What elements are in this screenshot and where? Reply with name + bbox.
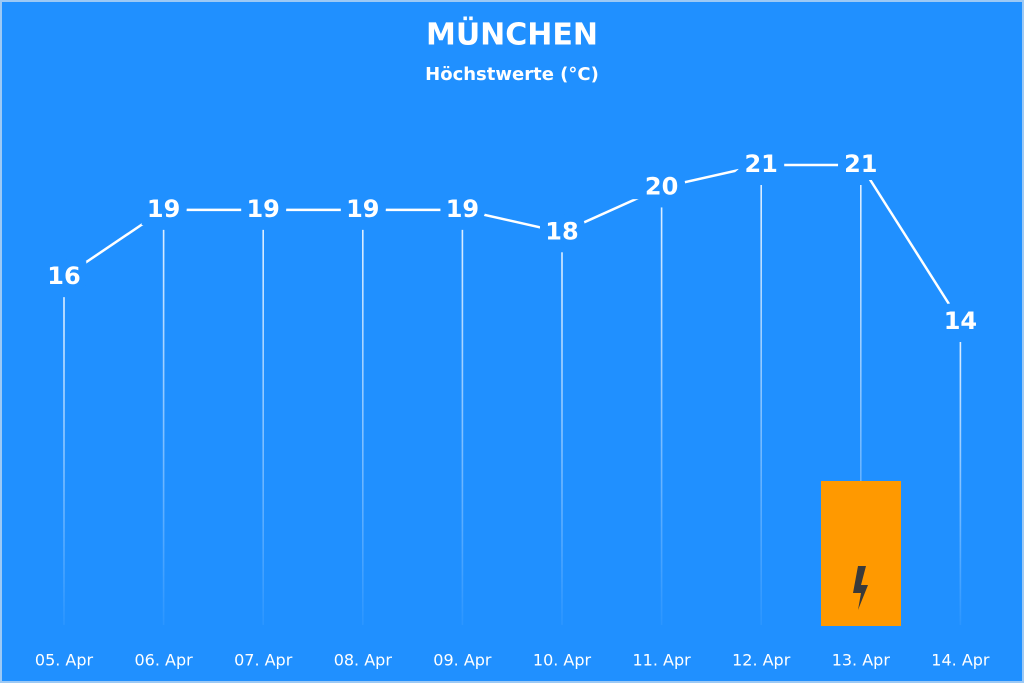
drop-line: [959, 342, 962, 625]
drop-lines: [63, 185, 962, 626]
x-tick-label: 11. Apr: [632, 651, 691, 670]
x-tick-label: 10. Apr: [533, 651, 592, 670]
data-label: 16: [47, 262, 80, 290]
weather-box: [821, 481, 901, 626]
drop-line: [262, 229, 264, 625]
chart-title: MÜNCHEN: [426, 16, 598, 53]
x-tick-label: 13. Apr: [832, 651, 891, 670]
drop-line: [561, 252, 563, 626]
drop-line: [63, 297, 65, 625]
lightning-icon: [853, 566, 868, 610]
drop-line: [760, 185, 762, 625]
data-label: 19: [346, 195, 379, 223]
x-tick-label: 07. Apr: [234, 651, 293, 670]
data-label: 19: [147, 195, 180, 223]
drop-line: [660, 207, 663, 625]
x-tick-label: 09. Apr: [433, 651, 492, 670]
line: [63, 163, 962, 323]
data-label: 21: [844, 150, 877, 178]
drop-line: [461, 229, 464, 625]
x-tick-label: 14. Apr: [931, 651, 990, 670]
chart-subtitle: Höchstwerte (°C): [425, 64, 599, 85]
data-label: 14: [944, 307, 977, 335]
x-tick-label: 05. Apr: [35, 651, 94, 670]
x-tick-label: 12. Apr: [732, 651, 791, 670]
data-label: 20: [645, 172, 678, 200]
drop-line: [860, 185, 862, 625]
data-label: 19: [246, 195, 279, 223]
weather-icon: [821, 481, 901, 626]
x-tick-label: 08. Apr: [334, 651, 393, 670]
data-label: 18: [545, 217, 578, 245]
data-label: 19: [446, 195, 479, 223]
drop-line: [362, 229, 364, 625]
drop-line: [162, 229, 165, 625]
x-tick-label: 06. Apr: [134, 651, 193, 670]
data-label: 21: [744, 150, 777, 178]
